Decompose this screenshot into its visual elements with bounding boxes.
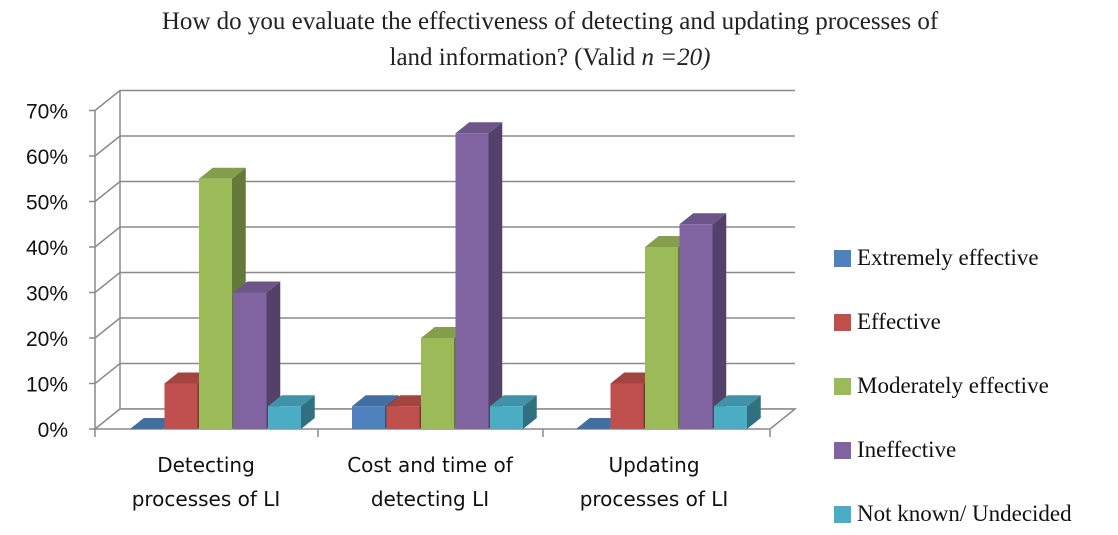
chart-title-line-2-text: land information? (Valid	[390, 44, 642, 71]
bar-top	[352, 395, 399, 407]
legend-item: Ineffective	[834, 437, 956, 462]
y-tick-label: 20%	[26, 328, 68, 351]
bar-side	[712, 213, 727, 429]
y-tick-label: 0%	[38, 419, 68, 442]
bar	[233, 281, 281, 429]
legend-swatch	[834, 506, 851, 523]
legend-swatch	[834, 378, 851, 395]
bar-side	[266, 281, 281, 429]
bar-top	[455, 122, 503, 134]
legend-label: Extremely effective	[857, 245, 1039, 270]
x-category-label: detecting LI	[371, 487, 489, 511]
bar	[268, 395, 315, 429]
bar-front	[421, 338, 454, 429]
legend-swatch	[834, 314, 851, 331]
bar	[490, 395, 537, 429]
bar-side	[301, 395, 315, 429]
bar-top	[490, 395, 537, 407]
legend-swatch	[834, 442, 851, 459]
bar	[714, 395, 761, 429]
bar-front	[352, 406, 385, 429]
bar-front	[610, 383, 644, 429]
x-category-label: processes of LI	[580, 487, 729, 511]
legend-label: Not known/ Undecided	[857, 501, 1072, 526]
bar-top	[233, 281, 281, 293]
x-category-label: processes of LI	[132, 487, 281, 511]
gridline	[94, 135, 795, 157]
legend-item: Moderately effective	[834, 373, 1049, 398]
bar-top	[199, 167, 246, 179]
legend-label: Effective	[857, 309, 941, 334]
y-tick-label: 40%	[26, 237, 68, 260]
bars	[130, 122, 761, 429]
legend: Extremely effective Effective Moderately e…	[834, 245, 1072, 526]
bar-front	[490, 406, 523, 429]
bar-front	[455, 133, 489, 429]
bar-top	[714, 395, 761, 407]
bar-side	[747, 395, 761, 429]
legend-label: Moderately effective	[857, 373, 1049, 398]
legend-item: Extremely effective	[834, 245, 1039, 270]
bar	[199, 167, 246, 429]
bar-front	[386, 406, 420, 429]
bar	[679, 213, 727, 429]
bar-top	[679, 213, 727, 225]
x-category-label: Detecting	[157, 453, 255, 477]
gridline	[94, 89, 795, 112]
chart-title-sample-size: n =20)	[642, 44, 711, 71]
y-tick-label: 30%	[26, 283, 68, 306]
legend-label: Ineffective	[857, 437, 956, 462]
chart-title-line-1: How do you evaluate the effectiveness of…	[162, 8, 939, 35]
legend-swatch	[834, 250, 851, 267]
x-category-label: Updating	[608, 453, 699, 477]
y-tick-label: 50%	[26, 192, 68, 215]
bar-front	[645, 247, 678, 429]
bar-side	[523, 395, 537, 429]
bar-front	[199, 178, 232, 429]
legend-item: Not known/ Undecided	[834, 501, 1072, 526]
bar	[455, 122, 503, 429]
bar-front	[164, 383, 198, 429]
y-tick-label: 10%	[26, 374, 68, 397]
y-tick-label: 70%	[26, 101, 68, 124]
legend-item: Effective	[834, 309, 941, 334]
bar-front	[268, 406, 301, 429]
x-category-label: Cost and time of	[347, 453, 514, 477]
axis-labels: 0% 10% 20% 30% 40% 50% 60% 70% Detecting processe…	[26, 101, 728, 512]
bar-top	[268, 395, 315, 407]
bar-front	[679, 224, 713, 429]
bar-front	[233, 292, 267, 429]
y-tick-label: 60%	[26, 146, 68, 169]
bar-side	[488, 122, 503, 429]
bar-front	[714, 406, 747, 429]
chart-title-line-2: land information? (Valid n =20)	[390, 44, 711, 71]
